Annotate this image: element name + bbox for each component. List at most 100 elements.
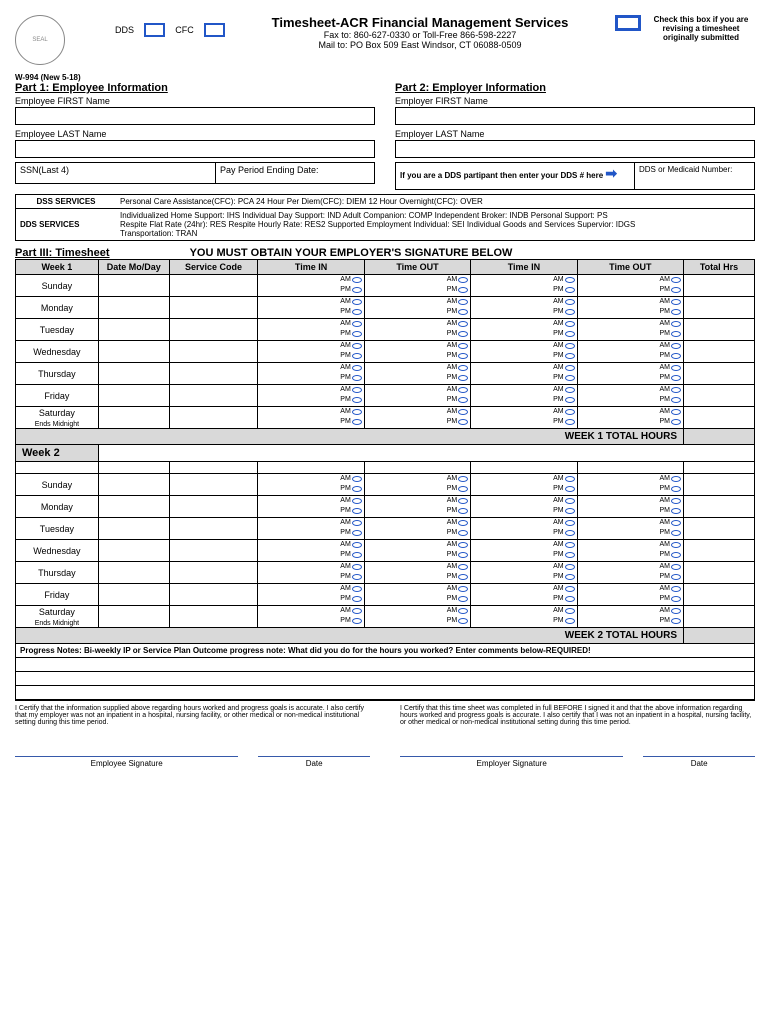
payperiod-label[interactable]: Pay Period Ending Date:	[216, 163, 374, 183]
pm-radio[interactable]	[458, 618, 468, 624]
pm-radio[interactable]	[458, 397, 468, 403]
am-radio[interactable]	[352, 520, 362, 526]
total-input[interactable]	[684, 540, 755, 562]
time-cell[interactable]: AM PM	[471, 407, 577, 429]
pm-radio[interactable]	[458, 375, 468, 381]
pm-radio[interactable]	[565, 375, 575, 381]
pm-radio[interactable]	[352, 375, 362, 381]
pm-radio[interactable]	[352, 552, 362, 558]
time-cell[interactable]: AM PM	[364, 540, 470, 562]
time-cell[interactable]: AM PM	[577, 341, 683, 363]
total-input[interactable]	[684, 319, 755, 341]
pm-radio[interactable]	[565, 618, 575, 624]
time-cell[interactable]: AM PM	[471, 363, 577, 385]
time-cell[interactable]: AM PM	[471, 341, 577, 363]
pm-radio[interactable]	[671, 508, 681, 514]
am-radio[interactable]	[458, 564, 468, 570]
am-radio[interactable]	[352, 277, 362, 283]
time-cell[interactable]: AM PM	[364, 407, 470, 429]
am-radio[interactable]	[671, 365, 681, 371]
time-cell[interactable]: AM PM	[364, 341, 470, 363]
total-input[interactable]	[684, 474, 755, 496]
time-cell[interactable]: AM PM	[577, 319, 683, 341]
pm-radio[interactable]	[565, 508, 575, 514]
pm-radio[interactable]	[352, 596, 362, 602]
code-input[interactable]	[169, 297, 258, 319]
pm-radio[interactable]	[352, 530, 362, 536]
pm-radio[interactable]	[671, 353, 681, 359]
am-radio[interactable]	[565, 476, 575, 482]
code-input[interactable]	[169, 319, 258, 341]
pm-radio[interactable]	[458, 331, 468, 337]
am-radio[interactable]	[565, 542, 575, 548]
code-input[interactable]	[169, 606, 258, 628]
time-cell[interactable]: AM PM	[364, 584, 470, 606]
am-radio[interactable]	[352, 343, 362, 349]
pm-radio[interactable]	[671, 596, 681, 602]
code-input[interactable]	[169, 496, 258, 518]
pm-radio[interactable]	[565, 596, 575, 602]
pm-radio[interactable]	[458, 309, 468, 315]
am-radio[interactable]	[352, 608, 362, 614]
pm-radio[interactable]	[458, 287, 468, 293]
date-input[interactable]	[98, 297, 169, 319]
time-cell[interactable]: AM PM	[258, 363, 364, 385]
time-cell[interactable]: AM PM	[258, 584, 364, 606]
time-cell[interactable]: AM PM	[364, 385, 470, 407]
am-radio[interactable]	[565, 387, 575, 393]
code-input[interactable]	[169, 540, 258, 562]
time-cell[interactable]: AM PM	[258, 275, 364, 297]
time-cell[interactable]: AM PM	[471, 385, 577, 407]
am-radio[interactable]	[458, 586, 468, 592]
date-input[interactable]	[98, 385, 169, 407]
time-cell[interactable]: AM PM	[577, 584, 683, 606]
pm-radio[interactable]	[352, 287, 362, 293]
am-radio[interactable]	[671, 299, 681, 305]
pm-radio[interactable]	[458, 486, 468, 492]
am-radio[interactable]	[458, 409, 468, 415]
employer-date-line[interactable]: Date	[643, 756, 755, 768]
am-radio[interactable]	[352, 321, 362, 327]
am-radio[interactable]	[565, 498, 575, 504]
pm-radio[interactable]	[671, 530, 681, 536]
am-radio[interactable]	[671, 564, 681, 570]
employer-last-input[interactable]	[395, 140, 755, 158]
week1-total-value[interactable]	[684, 429, 755, 445]
time-cell[interactable]: AM PM	[258, 385, 364, 407]
pm-radio[interactable]	[458, 353, 468, 359]
am-radio[interactable]	[565, 343, 575, 349]
time-cell[interactable]: AM PM	[577, 562, 683, 584]
time-cell[interactable]: AM PM	[364, 562, 470, 584]
time-cell[interactable]: AM PM	[258, 297, 364, 319]
total-input[interactable]	[684, 562, 755, 584]
pm-radio[interactable]	[352, 331, 362, 337]
am-radio[interactable]	[671, 542, 681, 548]
time-cell[interactable]: AM PM	[577, 363, 683, 385]
am-radio[interactable]	[352, 409, 362, 415]
am-radio[interactable]	[352, 299, 362, 305]
time-cell[interactable]: AM PM	[258, 474, 364, 496]
pm-radio[interactable]	[352, 353, 362, 359]
am-radio[interactable]	[565, 321, 575, 327]
pm-radio[interactable]	[565, 530, 575, 536]
total-input[interactable]	[684, 407, 755, 429]
date-input[interactable]	[98, 363, 169, 385]
total-input[interactable]	[684, 518, 755, 540]
pm-radio[interactable]	[671, 486, 681, 492]
employee-date-line[interactable]: Date	[258, 756, 370, 768]
code-input[interactable]	[169, 341, 258, 363]
time-cell[interactable]: AM PM	[577, 540, 683, 562]
time-cell[interactable]: AM PM	[364, 275, 470, 297]
am-radio[interactable]	[565, 520, 575, 526]
time-cell[interactable]: AM PM	[577, 518, 683, 540]
am-radio[interactable]	[352, 542, 362, 548]
code-input[interactable]	[169, 474, 258, 496]
code-input[interactable]	[169, 385, 258, 407]
pm-radio[interactable]	[352, 508, 362, 514]
am-radio[interactable]	[352, 365, 362, 371]
time-cell[interactable]: AM PM	[577, 474, 683, 496]
pm-radio[interactable]	[565, 397, 575, 403]
am-radio[interactable]	[671, 343, 681, 349]
pm-radio[interactable]	[352, 397, 362, 403]
code-input[interactable]	[169, 363, 258, 385]
